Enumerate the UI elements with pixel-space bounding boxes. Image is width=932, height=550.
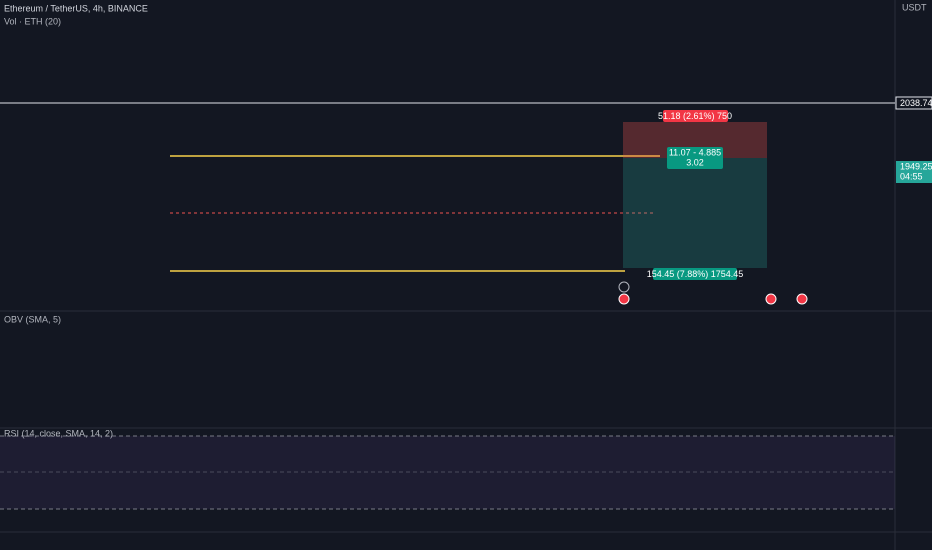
ratio-box (667, 147, 723, 169)
stop-label-box (663, 110, 728, 122)
event-icon[interactable] (765, 293, 777, 305)
target-label-box (653, 268, 737, 280)
event-icon[interactable] (796, 293, 808, 305)
rsi-label: RSI (14, close, SMA, 14, 2) (4, 428, 113, 438)
level-price: 2038.74 (900, 98, 932, 108)
obv-label: OBV (SMA, 5) (4, 314, 61, 324)
ratio-label: 11.07 - 4.885 (669, 147, 721, 157)
last-price: 1949.25 (900, 161, 932, 171)
event-icon[interactable] (618, 293, 630, 305)
event-icon[interactable] (618, 281, 630, 293)
volume-label: Vol · ETH (20) (4, 16, 61, 26)
currency: USDT (902, 2, 927, 12)
target-label: 154.45 (7.88%) 1754.45 (647, 269, 744, 279)
chart-title: Ethereum / TetherUS, 4h, BINANCE (4, 3, 148, 13)
ratio-label: 3.02 (686, 157, 704, 167)
level-price-box (895, 96, 932, 110)
countdown: 04:55 (900, 171, 923, 181)
last-price-box (896, 161, 932, 183)
stop-label: 51.18 (2.61%) 750 (658, 111, 732, 121)
target-zone[interactable] (623, 158, 767, 268)
